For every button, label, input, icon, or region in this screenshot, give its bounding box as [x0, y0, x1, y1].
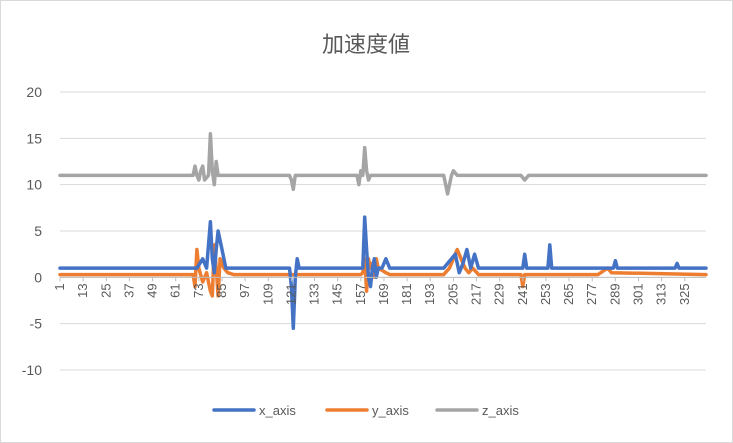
y-tick-label: -5	[30, 316, 43, 332]
series-line-x_axis	[58, 215, 708, 331]
y-tick-label: 0	[34, 269, 42, 285]
x-tick-label: 313	[654, 283, 669, 305]
x-tick-label: 97	[237, 283, 252, 297]
x-tick-label: 1	[52, 283, 67, 290]
x-tick-label: 301	[631, 283, 646, 305]
legend-label-y_axis: y_axis	[372, 403, 409, 418]
x-tick-label: 181	[399, 283, 414, 305]
y-tick-label: 5	[34, 223, 42, 239]
legend-label-x_axis: x_axis	[259, 403, 296, 418]
x-tick-label: 145	[330, 283, 345, 305]
chart-title: 加速度値	[322, 33, 410, 58]
y-axis-ticks: -10 -5 0 5 10 15 20	[22, 84, 42, 378]
x-tick-label: 13	[75, 283, 90, 297]
x-tick-label: 49	[145, 283, 160, 297]
x-tick-label: 265	[561, 283, 576, 305]
x-tick-label: 73	[191, 283, 206, 297]
x-tick-label: 325	[677, 283, 692, 305]
x-tick-label: 85	[214, 283, 229, 297]
x-tick-label: 229	[492, 283, 507, 305]
x-tick-label: 241	[515, 283, 530, 305]
x-tick-label: 133	[307, 283, 322, 305]
x-tick-label: 121	[283, 283, 298, 305]
series-line-z_axis	[58, 131, 708, 196]
x-tick-label: 193	[422, 283, 437, 305]
legend-label-z_axis: z_axis	[482, 403, 519, 418]
x-tick-label: 277	[584, 283, 599, 305]
x-tick-label: 25	[98, 283, 113, 297]
series-lines	[58, 131, 708, 331]
x-tick-label: 157	[353, 283, 368, 305]
gridlines	[60, 91, 706, 371]
y-tick-label: 20	[26, 84, 42, 100]
x-tick-label: 169	[376, 283, 391, 305]
x-tick-label: 205	[445, 283, 460, 305]
x-tick-label: 61	[168, 283, 183, 297]
y-tick-label: 15	[26, 130, 42, 146]
legend: x_axis y_axis z_axis	[212, 403, 519, 418]
x-tick-label: 109	[260, 283, 275, 305]
y-tick-label: -10	[22, 362, 42, 378]
x-tick-label: 253	[538, 283, 553, 305]
x-tick-label: 289	[607, 283, 622, 305]
x-axis: 1 13 25 37 49 61 73 85 97 109 121 133 145 157 169 181 19…	[52, 276, 706, 305]
y-tick-label: 10	[26, 177, 42, 193]
x-tick-label: 37	[121, 283, 136, 297]
x-tick-label: 217	[469, 283, 484, 305]
